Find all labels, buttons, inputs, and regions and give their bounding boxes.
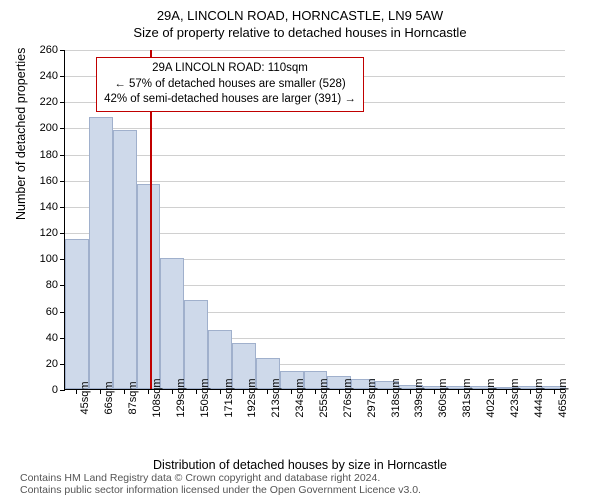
x-tick — [196, 389, 197, 394]
y-tick-label: 60 — [30, 306, 58, 318]
x-tick-label: 108sqm — [151, 378, 163, 417]
x-tick — [410, 389, 411, 394]
x-tick — [458, 389, 459, 394]
y-tick — [60, 390, 65, 391]
x-tick — [506, 389, 507, 394]
x-tick-label: 339sqm — [413, 378, 425, 417]
annotation-line1: 29A LINCOLN ROAD: 110sqm — [103, 61, 357, 77]
annotation-line2: ← 57% of detached houses are smaller (52… — [103, 77, 357, 93]
y-tick-label: 260 — [30, 44, 58, 56]
x-tick — [530, 389, 531, 394]
histogram-bar — [160, 258, 184, 389]
chart-container: 29A, LINCOLN ROAD, HORNCASTLE, LN9 5AW S… — [0, 0, 600, 500]
chart-title-line2: Size of property relative to detached ho… — [0, 25, 600, 40]
y-tick-label: 20 — [30, 358, 58, 370]
x-tick-label: 381sqm — [461, 378, 473, 417]
y-tick-label: 100 — [30, 253, 58, 265]
x-tick — [554, 389, 555, 394]
copyright-text: Contains HM Land Registry data © Crown c… — [20, 472, 580, 497]
x-tick-label: 66sqm — [103, 381, 115, 414]
x-tick-label: 465sqm — [557, 378, 569, 417]
x-tick-label: 318sqm — [390, 378, 402, 417]
y-tick-label: 80 — [30, 279, 58, 291]
x-tick-label: 171sqm — [223, 378, 235, 417]
x-tick — [172, 389, 173, 394]
x-tick — [148, 389, 149, 394]
x-tick-label: 192sqm — [246, 378, 258, 417]
y-tick-label: 160 — [30, 175, 58, 187]
y-tick-label: 200 — [30, 122, 58, 134]
y-tick — [60, 50, 65, 51]
histogram-bar — [137, 184, 161, 389]
annotation-line3: 42% of semi-detached houses are larger (… — [103, 92, 357, 108]
histogram-bar — [89, 117, 113, 389]
y-tick — [60, 102, 65, 103]
y-tick — [60, 128, 65, 129]
gridline — [65, 155, 565, 156]
y-tick-label: 220 — [30, 96, 58, 108]
y-tick — [60, 155, 65, 156]
y-tick-label: 120 — [30, 227, 58, 239]
x-tick-label: 423sqm — [509, 378, 521, 417]
x-tick — [243, 389, 244, 394]
x-axis-title: Distribution of detached houses by size … — [0, 458, 600, 472]
x-tick — [220, 389, 221, 394]
y-tick — [60, 207, 65, 208]
x-tick — [482, 389, 483, 394]
y-tick-label: 40 — [30, 332, 58, 344]
x-tick-label: 444sqm — [533, 378, 545, 417]
x-tick — [315, 389, 316, 394]
x-tick — [387, 389, 388, 394]
y-tick — [60, 181, 65, 182]
x-tick-label: 255sqm — [318, 378, 330, 417]
y-tick-label: 180 — [30, 149, 58, 161]
x-tick-label: 360sqm — [437, 378, 449, 417]
x-tick — [363, 389, 364, 394]
gridline — [65, 128, 565, 129]
x-tick — [76, 389, 77, 394]
x-tick — [267, 389, 268, 394]
y-tick-label: 240 — [30, 70, 58, 82]
y-tick-label: 0 — [30, 384, 58, 396]
y-axis-title: Number of detached properties — [14, 48, 28, 220]
annotation-box: 29A LINCOLN ROAD: 110sqm ← 57% of detach… — [96, 57, 364, 112]
histogram-bar — [65, 239, 89, 389]
x-tick — [339, 389, 340, 394]
x-tick-label: 129sqm — [175, 378, 187, 417]
x-tick — [434, 389, 435, 394]
x-tick-label: 276sqm — [342, 378, 354, 417]
y-tick-label: 140 — [30, 201, 58, 213]
histogram-bar — [184, 300, 208, 389]
x-tick-label: 150sqm — [199, 378, 211, 417]
x-tick-label: 234sqm — [294, 378, 306, 417]
gridline — [65, 181, 565, 182]
x-tick — [100, 389, 101, 394]
chart-title-line1: 29A, LINCOLN ROAD, HORNCASTLE, LN9 5AW — [0, 8, 600, 23]
x-tick-label: 45sqm — [79, 381, 91, 414]
copyright-line2: Contains public sector information licen… — [20, 484, 580, 497]
x-tick-label: 297sqm — [366, 378, 378, 417]
histogram-bar — [113, 130, 137, 389]
x-tick-label: 213sqm — [270, 378, 282, 417]
copyright-line1: Contains HM Land Registry data © Crown c… — [20, 472, 580, 485]
gridline — [65, 50, 565, 51]
x-tick — [291, 389, 292, 394]
x-tick — [124, 389, 125, 394]
x-tick-label: 402sqm — [485, 378, 497, 417]
x-tick-label: 87sqm — [127, 381, 139, 414]
y-tick — [60, 76, 65, 77]
y-tick — [60, 233, 65, 234]
